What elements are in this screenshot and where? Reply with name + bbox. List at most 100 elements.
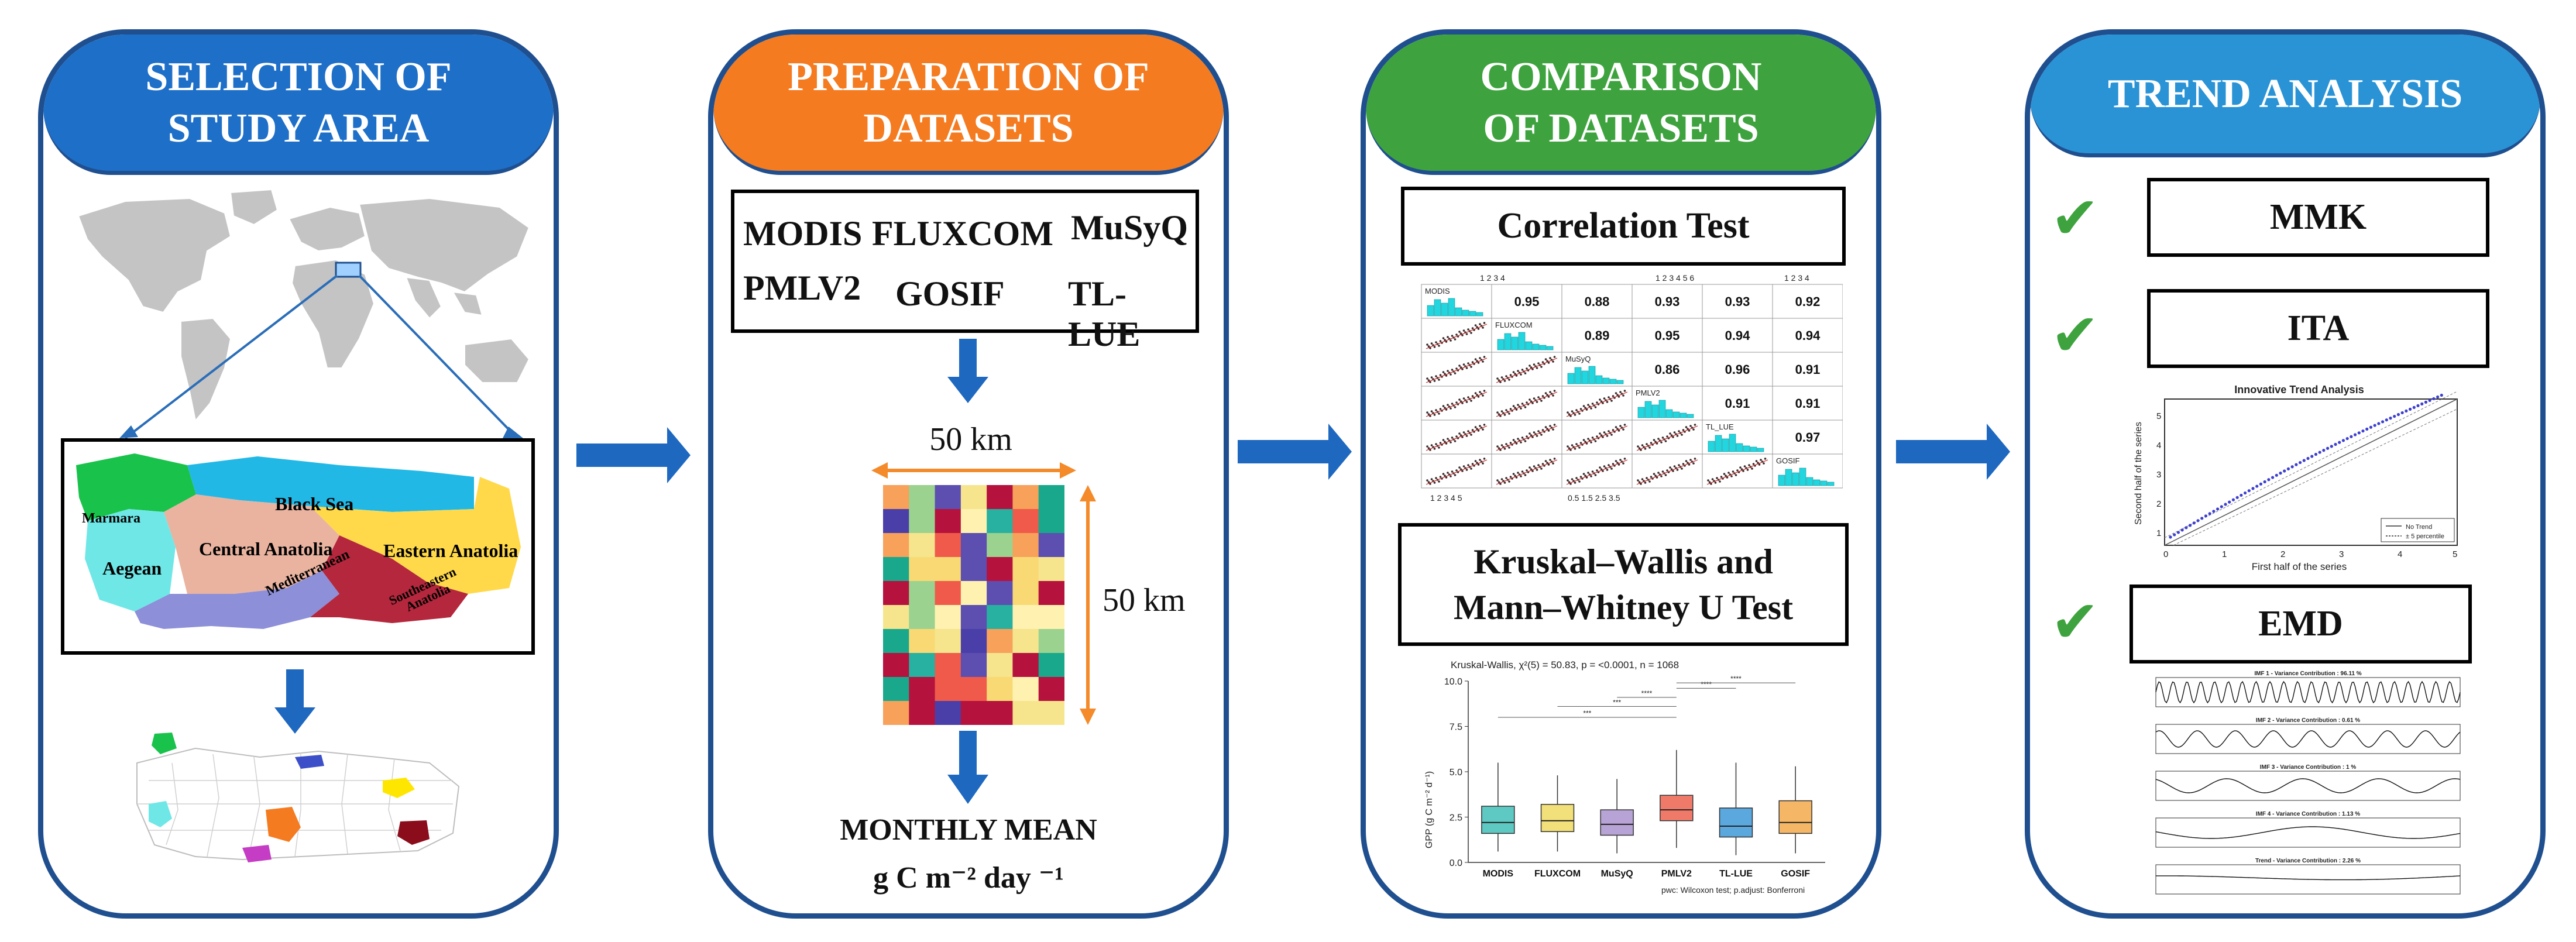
scatter-point (1653, 439, 1655, 441)
scatter-point (1512, 473, 1515, 475)
pixel-cell (987, 557, 1013, 582)
scatter-point (1758, 463, 1761, 466)
scatter-point (1666, 469, 1668, 472)
pixel-cell (909, 701, 936, 725)
scatter-point (1462, 363, 1465, 366)
scatter-point (1748, 464, 1750, 466)
emd-signal (2155, 680, 2461, 704)
boxplot-chart: Kruskal-Wallis, χ²(5) = 50.83, p = <0.00… (1424, 659, 1825, 895)
scatter-point (1438, 345, 1440, 347)
pixel-cell (935, 557, 961, 582)
study-area-marker (335, 262, 362, 278)
scatter-point (1547, 396, 1550, 398)
scatter-point (1552, 428, 1554, 431)
pixel-cell (909, 677, 936, 702)
scatter-point (1578, 446, 1581, 449)
matrix-diag-label: TL_LUE (1706, 422, 1734, 431)
fit-line (1566, 459, 1628, 485)
scatter-point (1531, 402, 1534, 404)
scatter-point (1454, 474, 1457, 476)
scatter-point (1433, 414, 1436, 416)
scatter-point (1591, 470, 1594, 473)
method-mmk: MMK (2147, 178, 2489, 257)
scatter-point (1596, 435, 1598, 438)
emd-frame (2155, 817, 2461, 848)
correlation-value: 0.97 (1795, 430, 1821, 445)
ita-point (2345, 436, 2349, 441)
scatter-point (1669, 432, 1671, 435)
correlation-value: 0.91 (1795, 396, 1821, 411)
scatter-point (1623, 458, 1626, 460)
scatter-point (1676, 469, 1679, 471)
scatter-point (1474, 324, 1477, 326)
ita-point (2235, 496, 2239, 499)
scatter-point (1547, 463, 1550, 466)
pixel-cell (987, 653, 1013, 678)
boxplot-ylabel: GPP (g C m⁻² d⁻¹) (1424, 771, 1434, 848)
scatter-point (1740, 468, 1743, 470)
output-monthly-mean: MONTHLY MEAN (840, 813, 1097, 847)
matrix-diag-label: FLUXCOM (1495, 321, 1533, 329)
scatter-point (1590, 475, 1592, 477)
scatter-point (1585, 408, 1588, 411)
emd-title: Trend - Variance Contribution : 2.26 % (2255, 858, 2361, 864)
grid-height-label: 50 km (1102, 582, 1186, 618)
fit-line (1426, 324, 1488, 349)
scatter-point (1500, 478, 1503, 480)
scatter-point (1427, 345, 1430, 348)
scatter-point (1450, 475, 1452, 477)
scatter-point (1544, 460, 1547, 462)
pixel-cell (909, 629, 936, 654)
correlation-value: 0.94 (1795, 328, 1821, 343)
scatter-point (1514, 441, 1516, 443)
ita-point (2255, 484, 2259, 488)
scatter-point (1454, 338, 1457, 341)
ita-point (2400, 411, 2404, 415)
scatter-point (1578, 412, 1581, 415)
scatter-point (1515, 442, 1518, 445)
hist-bar (1736, 443, 1743, 452)
scatter-point (1526, 469, 1528, 472)
pixel-cell (1012, 701, 1039, 725)
fit-line (1706, 459, 1768, 485)
scatter-point (1536, 435, 1538, 437)
ita-y4: 4 (2156, 441, 2161, 451)
scatter-point (1433, 482, 1436, 484)
scatter-point (1526, 435, 1528, 438)
scatter-point (1739, 466, 1742, 469)
correlation-matrix: 1 2 3 4 1 2 3 4 5 6 1 2 3 4 MODIS 0.95 0.8… (1421, 273, 1843, 503)
scatter-point (1606, 401, 1609, 403)
sig-label: *** (1583, 709, 1591, 717)
hist-bar (1785, 469, 1792, 486)
emd-title: IMF 2 - Variance Contribution : 0.61 % (2256, 717, 2360, 724)
scatter-point (1444, 339, 1446, 341)
matrix-diag-label: PMLV2 (1636, 389, 1660, 397)
scatter-point (1482, 462, 1484, 465)
scatter-point (1426, 411, 1428, 414)
scatter-point (1474, 426, 1477, 428)
scatter-point (1673, 431, 1676, 434)
pixel-cell (909, 485, 936, 510)
scatter-point (1503, 380, 1506, 382)
scatter-point (1653, 473, 1655, 475)
ita-point (2408, 407, 2412, 411)
scatter-point (1497, 481, 1500, 483)
scatter-point (1462, 465, 1465, 467)
scatter-point (1567, 445, 1569, 448)
india-seasia (405, 276, 483, 319)
hist-bar (1729, 434, 1736, 452)
matrix-cell (1772, 284, 1843, 319)
pixel-eastern (383, 778, 415, 798)
scatter-point (1676, 435, 1679, 437)
scatter-point (1533, 363, 1536, 366)
scatter-point (1617, 463, 1620, 466)
category-label: FLUXCOM (1534, 869, 1581, 879)
hist-bar (1672, 411, 1680, 418)
scatter-point (1461, 368, 1464, 370)
scatter-point (1689, 425, 1692, 427)
europe (288, 206, 366, 252)
scatter-point (1584, 475, 1586, 477)
scatter-point (1526, 401, 1528, 404)
scatter-point (1445, 408, 1448, 411)
region-aegean (85, 509, 176, 611)
